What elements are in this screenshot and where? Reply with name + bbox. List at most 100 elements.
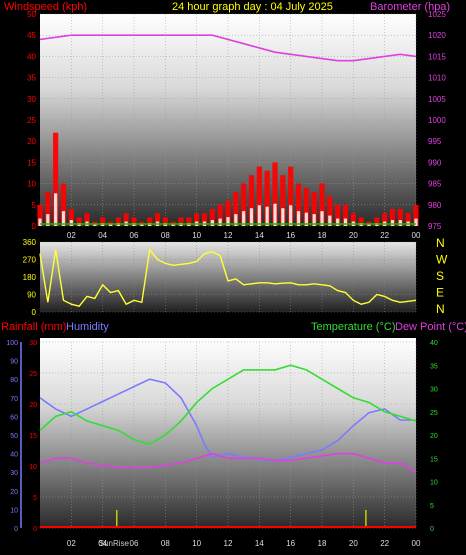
time-tick-label: 04 [98, 231, 107, 240]
windspeed-bar [350, 213, 356, 226]
compass-label: S [436, 269, 444, 283]
time-tick-label: 14 [255, 539, 264, 548]
windspeed-avg-bar [140, 224, 144, 226]
humidity-axis: 0 10 20 30 40 50 60 70 80 90 100 [6, 340, 22, 533]
time-tick-label: 06 [130, 231, 139, 240]
time-tick-label: 00 [412, 231, 421, 240]
humidity-tick-label: 40 [10, 452, 18, 459]
windspeed-tick-label: 35 [27, 74, 36, 83]
temperature-tick-label: 25 [430, 410, 438, 417]
windspeed-tick-label: 50 [27, 10, 36, 19]
time-tick-label: 00 [412, 539, 421, 548]
time-tick-label: 08 [161, 539, 170, 548]
windspeed-bar [45, 192, 51, 226]
time-tick-label: 22 [380, 539, 389, 548]
barometer-tick-label: 995 [428, 137, 442, 146]
windspeed-bar [303, 187, 309, 226]
temperature-tick-label: 5 [430, 503, 434, 510]
direction-tick-label: 180 [23, 273, 37, 282]
barometer-tick-label: 990 [428, 158, 442, 167]
barometer-tick-label: 1005 [428, 95, 446, 104]
temperature-title: Temperature (°C) [311, 321, 395, 333]
barometer-tick-label: 980 [428, 201, 442, 210]
time-tick-label: 10 [192, 231, 201, 240]
temperature-tick-label: 10 [430, 480, 438, 487]
windspeed-bar [100, 217, 106, 226]
windspeed-avg-bar [343, 218, 348, 226]
temperature-tick-label: 0 [430, 526, 434, 533]
wind-panel-grid [40, 13, 417, 227]
windspeed-avg-bar [69, 220, 73, 226]
windspeed-tick-label: 45 [27, 31, 36, 40]
humidity-title: Humidity [66, 321, 109, 333]
barometer-tick-label: 975 [428, 222, 442, 231]
windspeed-avg-bar [328, 215, 332, 226]
time-tick-label: 02 [67, 231, 76, 240]
windspeed-tick-label: 10 [27, 180, 36, 189]
temperature-axis: 0 5 10 15 20 25 30 35 40 [430, 340, 438, 533]
windspeed-bar [53, 132, 59, 226]
compass-label: W [436, 253, 448, 267]
windspeed-bar [154, 213, 161, 226]
barometer-axis: 975 980 985 990 995 1000 1005 1010 1015 1020 1025 [428, 10, 446, 231]
windspeed-avg-bar [54, 193, 58, 226]
windspeed-bar [178, 217, 184, 226]
barometer-tick-label: 1000 [428, 116, 446, 125]
windspeed-avg-bar [390, 220, 395, 226]
direction-axis: 0 90 180 270 360 [23, 238, 37, 317]
barometer-tick-label: 985 [428, 180, 442, 189]
windspeed-bar [358, 217, 364, 226]
windspeed-bar [115, 217, 121, 226]
windspeed-avg-bar [61, 211, 66, 226]
humidity-tick-label: 90 [10, 359, 18, 366]
direction-tick-label: 90 [27, 291, 36, 300]
windspeed-bar [342, 204, 349, 226]
windspeed-bar [186, 217, 192, 226]
direction-tick-label: 360 [23, 238, 37, 247]
windspeed-bar [382, 213, 388, 226]
windspeed-avg-bar [108, 224, 113, 226]
rainfall-tick-label: 15 [29, 433, 37, 440]
windspeed-tick-label: 15 [27, 158, 36, 167]
windspeed-bar [295, 183, 302, 226]
temp-time-axis: 02 04 06 08 10 12 14 16 18 20 22 00 [67, 539, 421, 548]
windspeed-avg-bar [273, 203, 277, 226]
windspeed-avg-bar [249, 208, 254, 226]
windspeed-bar [147, 217, 153, 226]
direction-panel-background [40, 242, 416, 312]
temperature-tick-label: 35 [430, 363, 438, 370]
windspeed-avg-bar [257, 205, 261, 226]
time-tick-label: 14 [255, 231, 264, 240]
rainfall-tick-label: 20 [29, 402, 37, 409]
humidity-tick-label: 100 [6, 340, 18, 347]
time-tick-label: 22 [380, 231, 389, 240]
windspeed-avg-bar [414, 218, 418, 226]
windspeed-bar [68, 209, 74, 226]
windspeed-avg-bar [234, 214, 238, 226]
windspeed-bar [76, 217, 82, 226]
rainfall-tick-label: 25 [29, 371, 37, 378]
windspeed-title: Windspeed (kph) [4, 1, 87, 13]
windspeed-avg-bar [398, 220, 402, 226]
windspeed-bar [162, 217, 168, 226]
windspeed-bar [256, 166, 262, 226]
windspeed-bar [311, 192, 317, 226]
barometer-tick-label: 1025 [428, 10, 446, 19]
rainfall-axis: 0 5 10 15 20 25 30 [29, 340, 37, 533]
windspeed-bar [225, 200, 231, 226]
windspeed-bar [374, 217, 380, 226]
time-tick-label: 10 [192, 539, 201, 548]
barometer-tick-label: 1015 [428, 52, 446, 61]
windspeed-bar [389, 209, 396, 226]
time-tick-label: 12 [224, 539, 233, 548]
temperature-tick-label: 30 [430, 387, 438, 394]
wind-time-axis: 02 04 06 08 10 12 14 16 18 20 22 00 [67, 231, 421, 240]
windspeed-bar [201, 213, 208, 226]
windspeed-bar [209, 209, 215, 226]
windspeed-avg-bar [281, 208, 285, 226]
time-tick-label: 18 [318, 231, 327, 240]
rainfall-tick-label: 30 [29, 340, 37, 347]
